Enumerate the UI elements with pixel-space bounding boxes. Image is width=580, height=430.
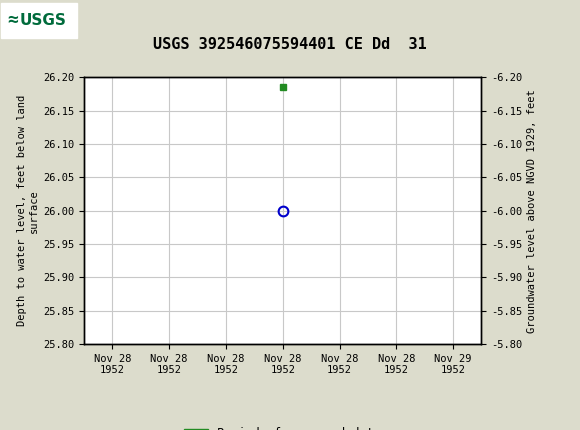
FancyBboxPatch shape (1, 3, 77, 37)
Legend: Period of approved data: Period of approved data (180, 422, 386, 430)
Y-axis label: Depth to water level, feet below land
surface: Depth to water level, feet below land su… (17, 95, 39, 326)
Text: USGS: USGS (20, 13, 67, 28)
Text: ≈: ≈ (7, 12, 18, 29)
Text: USGS 392546075594401 CE Dd  31: USGS 392546075594401 CE Dd 31 (153, 37, 427, 52)
Y-axis label: Groundwater level above NGVD 1929, feet: Groundwater level above NGVD 1929, feet (527, 89, 536, 332)
